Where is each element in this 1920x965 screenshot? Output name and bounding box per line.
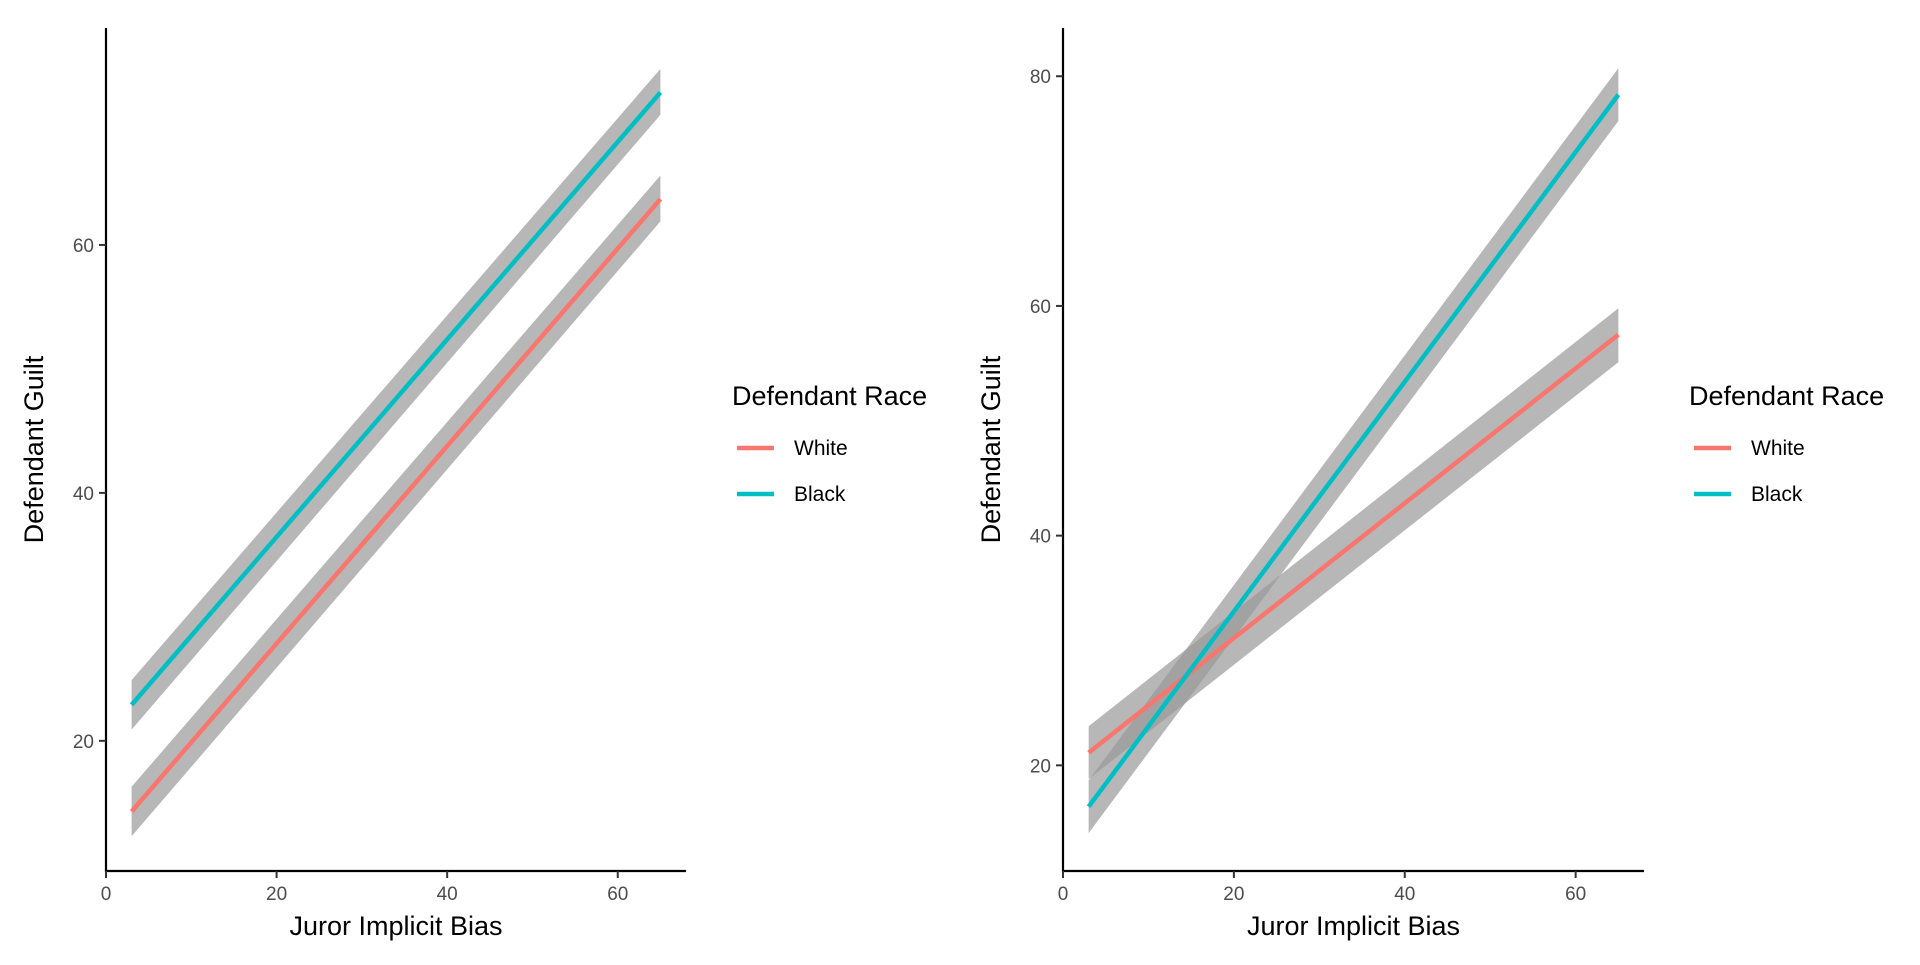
legend-title: Defendant Race <box>732 381 927 411</box>
legend: Defendant Race White Black <box>1689 381 1884 506</box>
y-tick-label: 20 <box>73 732 94 753</box>
x-axis-title: Juror Implicit Bias <box>1247 911 1460 941</box>
chart-panel-1: 0 20 40 60 20 40 60 Juror Implicit Bias Defendan… <box>19 28 927 941</box>
legend-title: Defendant Race <box>1689 381 1884 411</box>
series-line-black <box>1086 93 1621 809</box>
x-tick-label: 20 <box>266 884 287 905</box>
x-tick-label: 60 <box>1565 884 1586 905</box>
x-tick-label: 40 <box>1394 884 1415 905</box>
y-tick-label: 20 <box>1030 756 1051 777</box>
chart-panel-2: 0 20 40 60 20 40 60 80 Juror Implicit Bias Defend… <box>976 28 1884 941</box>
x-tick-label: 0 <box>101 884 112 905</box>
series-line-black <box>129 90 663 707</box>
y-axis-title: Defendant Guilt <box>19 355 49 543</box>
x-tick-label: 40 <box>437 884 458 905</box>
x-tick-label: 0 <box>1058 884 1069 905</box>
y-tick-label: 60 <box>73 236 94 257</box>
legend-label-white: White <box>794 437 848 460</box>
y-axis-title: Defendant Guilt <box>976 355 1006 543</box>
legend-label-black: Black <box>1751 483 1803 506</box>
x-tick-label: 20 <box>1223 884 1244 905</box>
x-axis-title: Juror Implicit Bias <box>289 911 502 941</box>
legend: Defendant Race White Black <box>732 381 927 506</box>
series-line-white <box>1087 332 1620 755</box>
y-tick-label: 40 <box>1030 527 1051 548</box>
y-tick-label: 80 <box>1030 67 1051 88</box>
y-tick-label: 40 <box>73 484 94 505</box>
legend-label-white: White <box>1751 437 1805 460</box>
series-line-white <box>129 197 663 813</box>
legend-label-black: Black <box>794 483 846 506</box>
x-tick-label: 60 <box>607 884 628 905</box>
y-tick-label: 60 <box>1030 297 1051 318</box>
